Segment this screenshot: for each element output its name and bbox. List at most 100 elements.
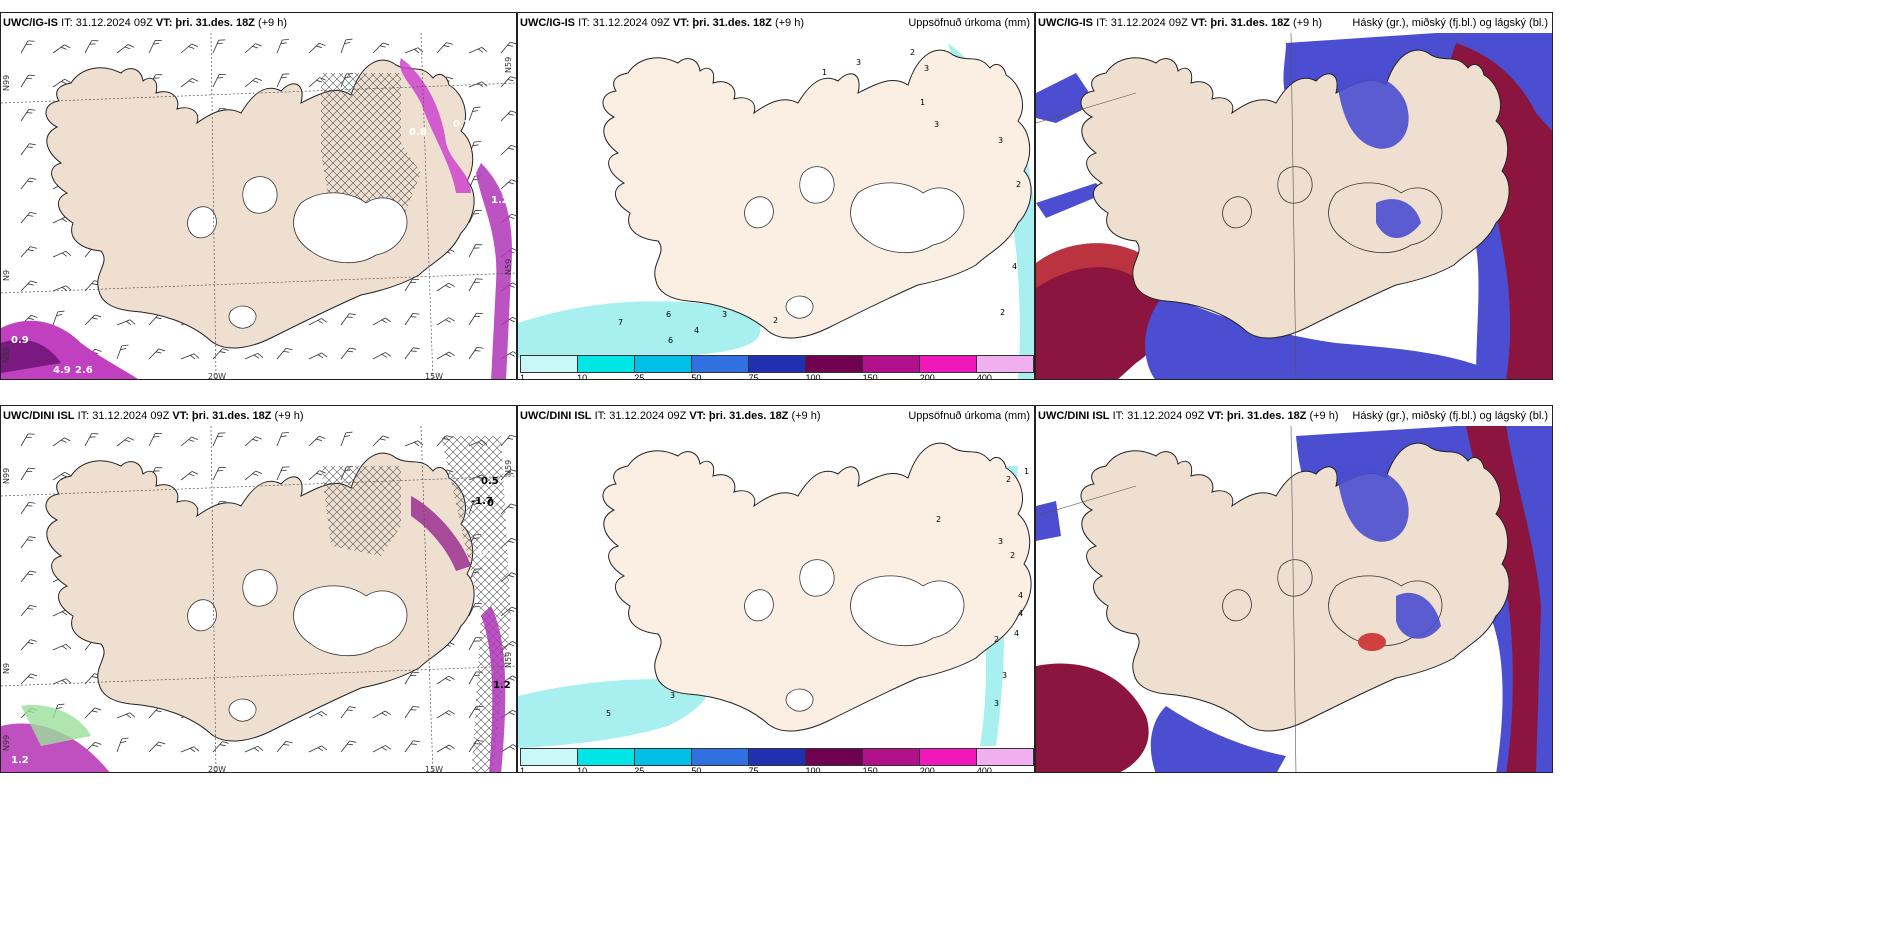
issue-time: IT: 31.12.2024 09Z — [1096, 17, 1188, 29]
glacier-langjokull — [799, 559, 835, 597]
panel-header: UWC/DINI ISL IT: 31.12.2024 09Z VT: þri.… — [518, 406, 1034, 426]
lon-label-20w: 20W — [208, 372, 226, 380]
wind-barb — [20, 671, 38, 689]
wind-barb — [468, 344, 484, 363]
precip-value: 3 — [856, 58, 861, 67]
value-label: 0.9 — [11, 335, 29, 346]
lon-label-15w: 15W — [425, 372, 443, 380]
precip-value: 2 — [1000, 308, 1005, 317]
glacier-hofsjokull — [187, 599, 217, 632]
lead-time: (+9 h) — [274, 410, 304, 422]
wind-barb — [20, 636, 38, 655]
glacier-hofsjokull — [744, 589, 774, 622]
wind-barb — [244, 351, 264, 365]
wind-barb — [500, 177, 516, 194]
glacier-hofsjokull — [744, 196, 774, 229]
precip-area-sw — [518, 679, 708, 748]
wind-barb — [308, 316, 328, 331]
scale-swatch — [692, 356, 749, 372]
scale-label: 200 — [919, 373, 935, 380]
precip-value: 5 — [606, 709, 611, 718]
wind-barb — [436, 39, 454, 58]
model-name: UWC/IG-IS — [520, 17, 575, 29]
valid-time: þri. 31.des. 18Z — [692, 17, 772, 29]
cloud-map — [1036, 425, 1552, 772]
scale-label: 25 — [634, 373, 645, 380]
issue-time: IT: 31.12.2024 09Z — [1112, 410, 1205, 422]
wind-barb — [20, 568, 37, 587]
wind-barb — [20, 72, 36, 91]
wind-barb — [148, 37, 163, 57]
scale-label: 75 — [748, 373, 759, 380]
wind-barb — [180, 352, 200, 365]
wind-barb — [372, 40, 390, 58]
model-name: UWC/IG-IS — [1038, 17, 1093, 29]
glacier-langjokull — [242, 176, 278, 214]
value-label: 0.8 — [409, 127, 427, 138]
lat-label-4: N99 — [2, 347, 11, 363]
cloud-high-nw — [1036, 73, 1096, 123]
wind-barb — [180, 745, 200, 758]
value-label: 4.9 — [53, 365, 71, 376]
magenta-band-se — [481, 606, 506, 772]
wind-barb — [116, 711, 136, 724]
wind-barb — [340, 429, 353, 449]
cloud-high-north — [1336, 71, 1409, 149]
wind-barb — [212, 71, 227, 91]
value-label: 0 — [487, 498, 494, 509]
wind-barb — [116, 342, 129, 362]
lead-time: (+9 h) — [257, 17, 288, 29]
lon-label-15w: 15W — [425, 765, 443, 773]
wind-barb — [468, 310, 484, 329]
lat-label-3: N9 — [2, 663, 11, 674]
wind-barb — [84, 705, 102, 723]
precip-map: 2 1 2 3 2 4 4 4 2 3 3 3 5 — [518, 442, 1032, 748]
valid-time: þri. 31.des. 18Z — [708, 410, 789, 422]
scale-label: 100 — [805, 766, 821, 773]
wind-barb — [180, 434, 199, 451]
map-panel-dini-wind: UWC/DINI ISL IT: 31.12.2024 09Z VT: þri.… — [0, 405, 517, 773]
green-area-sw — [21, 705, 91, 746]
wind-barb — [52, 42, 71, 59]
panel-title: Uppsöfnuð úrkoma (mm) — [908, 410, 1030, 422]
magenta-blob-sw — [1, 723, 110, 772]
wind-barb — [500, 142, 516, 160]
wind-barb — [308, 709, 328, 724]
cloud-low-spot — [1358, 633, 1386, 651]
scale-swatch — [635, 356, 692, 372]
panel-header: UWC/IG-IS IT: 31.12.2024 09Z VT: þri. 31… — [1036, 13, 1552, 33]
wind-barb — [276, 36, 290, 56]
lead-time: (+9 h) — [1292, 17, 1323, 29]
model-name: UWC/IG-IS — [3, 17, 58, 29]
wind-barb — [500, 742, 516, 758]
purple-core-sw — [1, 339, 61, 373]
precip-value: 2 — [1010, 551, 1015, 560]
scale-swatch — [578, 356, 635, 372]
value-label: 1.2 — [493, 680, 511, 691]
wind-barb — [340, 738, 357, 757]
lat-label-3: N9 — [2, 270, 11, 281]
wind-barb — [244, 75, 263, 92]
lat-label-5: N59 — [504, 652, 513, 668]
wind-barb — [404, 737, 421, 756]
boundary-line — [1290, 425, 1297, 772]
glacier-myrdalsjokull — [228, 698, 257, 722]
scale-label: 50 — [691, 373, 702, 380]
map-panel-dini-cloud: UWC/DINI ISL IT: 31.12.2024 09Z VT: þri.… — [1035, 405, 1553, 773]
wind-barb — [20, 175, 37, 194]
valid-time: þri. 31.des. 18Z — [191, 410, 272, 422]
precip-value: 2 — [773, 316, 778, 325]
wind-barb — [436, 743, 456, 758]
scale-label: 75 — [748, 766, 759, 773]
precip-color-scale: 1 10 25 50 75 100 150 200 400 — [520, 748, 1034, 773]
wind-barb — [468, 45, 488, 59]
wind-barb — [180, 41, 199, 58]
precip-value: 6 — [668, 336, 673, 345]
precip-value: 2 — [1006, 475, 1011, 484]
scale-label: 10 — [577, 373, 588, 380]
wind-barb — [212, 464, 227, 484]
value-label: -1.7 — [471, 496, 493, 507]
wind-barb — [468, 241, 483, 261]
wind-barb — [84, 37, 99, 57]
glacier-langjokull — [242, 569, 278, 607]
